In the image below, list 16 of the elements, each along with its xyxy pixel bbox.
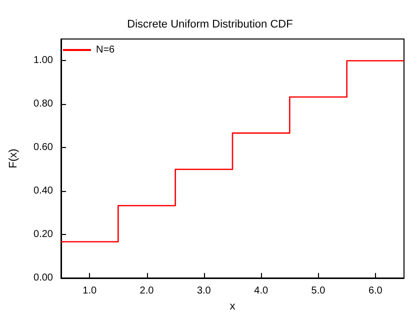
chart-title: Discrete Uniform Distribution CDF <box>127 18 294 30</box>
y-tick-label: 0.20 <box>34 229 54 240</box>
y-tick-label: 1.00 <box>34 55 54 66</box>
y-tick-label: 0.60 <box>34 142 54 154</box>
y-tick-label: 0.40 <box>34 186 54 197</box>
y-tick-label: 0.00 <box>34 272 54 284</box>
x-tick-label: 6.0 <box>368 286 383 296</box>
x-tick-label: 2.0 <box>140 286 154 296</box>
x-tick-label: 5.0 <box>311 286 326 296</box>
x-tick-label: 4.0 <box>254 286 268 296</box>
y-tick-label: 0.80 <box>34 98 54 110</box>
y-axis-title: F(x) <box>8 148 20 168</box>
x-tick-label: 1.0 <box>82 286 97 296</box>
x-axis-title: x <box>230 300 236 312</box>
legend-label: N=6 <box>96 44 116 56</box>
x-tick-label: 3.0 <box>196 286 212 296</box>
